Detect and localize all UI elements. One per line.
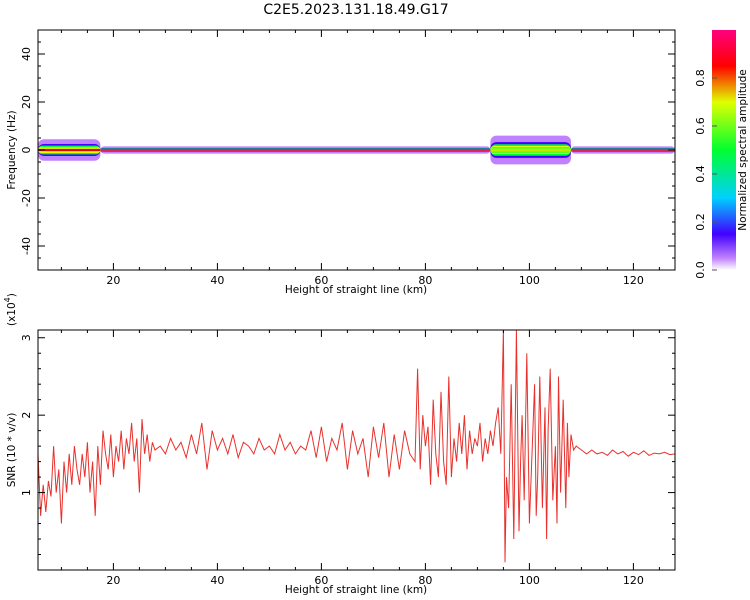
y-tick-label: 3: [20, 334, 33, 341]
x-tick-label: 40: [210, 274, 224, 287]
colorbar-label: Normalized spectral amplitude: [737, 69, 749, 230]
x-tick-label: 120: [623, 574, 644, 587]
x-tick-label: 120: [623, 274, 644, 287]
x-axis-label-top: Height of straight line (km): [285, 284, 427, 296]
colorbar-tick-label: 0.6: [694, 117, 707, 135]
x-tick-label: 80: [418, 574, 432, 587]
y-tick-label: 0: [20, 147, 33, 154]
y-multiplier-label: (x104): [3, 293, 18, 326]
x-tick-label: 100: [519, 274, 540, 287]
x-tick-label: 20: [106, 274, 120, 287]
spectrogram-plot-area: [38, 135, 675, 165]
y-tick-label: -40: [20, 237, 33, 255]
spectrogram-layer-1-6: [100, 149, 491, 151]
y-axis-label-top: Frequency (Hz): [6, 110, 18, 189]
colorbar-gradient: [712, 30, 736, 270]
snr-panel: 20 40 60 80 100 120 1 2 3 Height of straight line…: [3, 293, 676, 596]
x-tick-label: 40: [210, 574, 224, 587]
y-multiplier-close: ): [6, 293, 18, 297]
x-tick-label: 60: [314, 574, 328, 587]
snr-plot-area: [38, 330, 675, 563]
spectrogram-layer-3-6: [571, 149, 675, 151]
x-tick-label: 60: [314, 274, 328, 287]
y-multiplier-exponent: 4: [3, 297, 12, 302]
spectrogram-panel: 20 40 60 80 100 120 -40 -20 0 20 40 Height of strai…: [6, 29, 676, 296]
y-tick-label: 20: [20, 95, 33, 109]
y-multiplier-base: (x10: [6, 302, 18, 326]
colorbar-tick-label: 0.8: [694, 69, 707, 87]
y-tick-label: -20: [20, 189, 33, 207]
snr-series-line-0: [38, 330, 675, 563]
x-tick-label: 100: [519, 574, 540, 587]
snr-frame: [37, 329, 676, 571]
colorbar-tick-label: 0.4: [694, 165, 707, 183]
colorbar-tick-label: 0.0: [694, 261, 707, 279]
y-tick-label: 1: [20, 489, 33, 496]
x-tick-label: 80: [418, 274, 432, 287]
spectrogram-feature-2: [490, 135, 571, 165]
colorbar: 0.0 0.2 0.4 0.6 0.8 Normalized spectral ampli…: [694, 30, 749, 279]
y-tick-label: 2: [20, 412, 33, 419]
y-axis-label-bot: SNR (10 * v/v): [6, 413, 18, 488]
y-tick-label: 40: [20, 47, 33, 61]
spectrogram-feature-3: [571, 146, 675, 154]
x-tick-label: 20: [106, 574, 120, 587]
spectrogram-feature-0: [38, 139, 101, 161]
x-axis-label-bot: Height of straight line (km): [285, 584, 427, 596]
spectrogram-layer-0-6: [38, 148, 101, 152]
spectrogram-feature-1: [100, 146, 491, 154]
chart-title: C2E5.2023.131.18.49.G17: [263, 2, 448, 18]
colorbar-tick-label: 0.2: [694, 213, 707, 231]
spectrogram-layer-2-6: [490, 148, 571, 152]
